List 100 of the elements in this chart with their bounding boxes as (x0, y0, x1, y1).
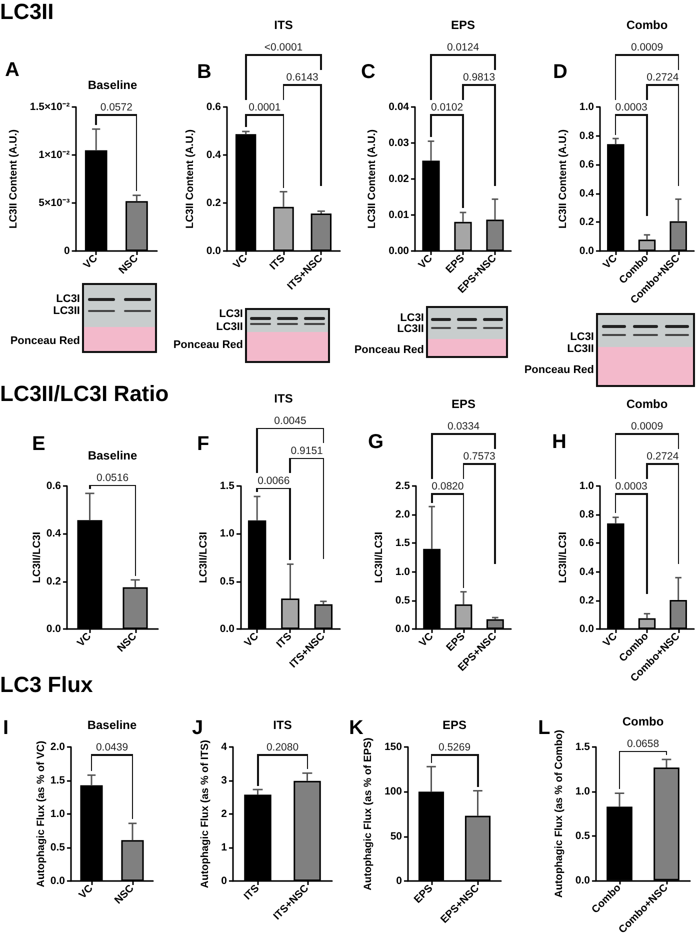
text: 0.0516 (96, 472, 129, 484)
y-tick-label: 0.2 (46, 575, 62, 588)
text: LC3I (400, 311, 424, 324)
y-tick-label: 0.6 (46, 480, 62, 492)
text: B (197, 61, 212, 83)
y-tick-label: 0.02 (388, 173, 410, 185)
y-tick-label: 1.5 (395, 537, 410, 550)
text: G (368, 431, 384, 453)
text: LC3 Flux (0, 672, 93, 697)
y-tick-label: 2.0 (50, 741, 66, 753)
y-axis-title: LC3II Content (A.U.) (557, 129, 570, 229)
text: 0.2724 (646, 450, 679, 462)
y-tick-label: 0.5 (50, 842, 66, 854)
x-tick-label: ITS (242, 883, 262, 902)
text: L (538, 717, 550, 739)
text: LC3II (567, 342, 594, 356)
annotation: 0.0066 (258, 474, 290, 487)
text: A (5, 59, 20, 81)
x-tick-label: VC (601, 630, 620, 650)
y-tick-label: 5×10⁻³ (38, 197, 70, 209)
y-tick-label: 1.0 (220, 528, 235, 540)
annotation: 0.0658 (626, 738, 660, 750)
text: 0.7573 (463, 450, 496, 462)
y-tick-label: 0.2 (579, 216, 594, 228)
y-tick-label: 0.6 (579, 537, 594, 550)
x-tick-label: VC (232, 252, 250, 272)
annotation: 0.2080 (266, 742, 299, 754)
y-tick-label: 100 (384, 786, 402, 798)
y-tick-label: 1.5 (575, 741, 590, 753)
text: LC3II (216, 320, 243, 334)
text: LC3I (219, 307, 243, 321)
y-tick-label: 0.2 (206, 197, 222, 209)
chart-title: ITS (274, 18, 293, 32)
chart-title: Baseline (88, 78, 138, 92)
y-tick-label: 0.04 (388, 101, 410, 113)
y-tick-label: 150 (384, 741, 402, 753)
y-tick-label: 1.5×10⁻² (30, 101, 70, 113)
annotation: 0.0001 (248, 102, 281, 114)
y-tick-label: 1.5 (50, 774, 66, 786)
y-axis-title: LC3II Content (A.U.) (184, 129, 196, 229)
y-tick-label: 1.5 (220, 480, 235, 492)
text: 0.0009 (630, 420, 664, 432)
chart-title: Baseline (87, 718, 138, 732)
y-axis-title: LC3II/LC3I (557, 532, 570, 584)
y-tick-label: 0.5 (395, 594, 410, 606)
chart-title: Combo (626, 397, 668, 411)
text: LC3II/LC3I Ratio (0, 381, 169, 406)
text: LC3I (56, 292, 80, 306)
text: I (3, 717, 9, 739)
text: 0.0045 (274, 414, 306, 427)
y-tick-label: 0.0 (50, 875, 66, 887)
annotation: 0.0439 (96, 742, 128, 754)
y-tick-label: 0.0 (579, 245, 594, 257)
text: Ponceau Red (173, 338, 243, 352)
y-tick-label: 0.00 (388, 245, 410, 257)
text: E (32, 433, 46, 455)
text: LC3II (53, 304, 80, 318)
y-tick-label: 0.01 (388, 209, 410, 221)
chart-title: Combo (622, 714, 664, 728)
y-tick-label: 0.6 (579, 158, 594, 171)
x-tick-label: VC (82, 252, 100, 272)
text: LC3I (570, 330, 594, 344)
x-tick-label: VC (77, 882, 96, 902)
y-tick-label: 0.03 (388, 137, 410, 149)
y-tick-label: 0.0 (206, 245, 222, 257)
text: C (361, 61, 376, 83)
y-axis-title: LC3II Content (A.U.) (8, 129, 20, 229)
y-axis-title: Autophagic Flux (as % of ITS) (198, 740, 211, 888)
x-tick-label: VC (601, 252, 620, 272)
y-tick-label: 0.4 (46, 528, 62, 540)
chart-title: ITS (274, 391, 293, 406)
text: 0.9151 (290, 444, 324, 457)
y-tick-label: 0 (396, 875, 402, 887)
x-tick-label: VC (242, 630, 262, 650)
y-tick-label: 1×10⁻² (38, 149, 70, 161)
text: LC3II (0, 0, 54, 24)
y-tick-label: 0.0 (395, 623, 410, 635)
y-tick-label: 3 (221, 774, 228, 786)
text: K (349, 717, 364, 739)
y-tick-label: 4 (221, 741, 228, 753)
chart-title: EPS (442, 718, 467, 732)
y-tick-label: 0.8 (579, 508, 594, 521)
annotation: 0.0820 (432, 480, 464, 492)
y-tick-label: 1.0 (50, 808, 66, 820)
y-axis-title: LC3II/LC3I (373, 532, 386, 584)
y-tick-label: 0.8 (579, 130, 594, 142)
annotation: 0.0572 (100, 102, 133, 114)
y-tick-label: 2.5 (395, 480, 410, 492)
y-tick-label: 1.0 (579, 480, 594, 492)
text: F (197, 433, 210, 455)
annotation: 0.5269 (438, 742, 471, 754)
x-tick-label: VC (76, 630, 94, 650)
y-tick-label: 0.5 (575, 830, 590, 842)
y-tick-label: 0.0 (220, 623, 235, 635)
annotation: 0.0003 (615, 102, 648, 114)
text: J (192, 717, 204, 739)
y-tick-label: 1.0 (579, 101, 594, 113)
text: 0.0124 (446, 42, 480, 54)
y-tick-label: 0.6 (206, 101, 222, 113)
text: 0.9813 (462, 72, 496, 84)
